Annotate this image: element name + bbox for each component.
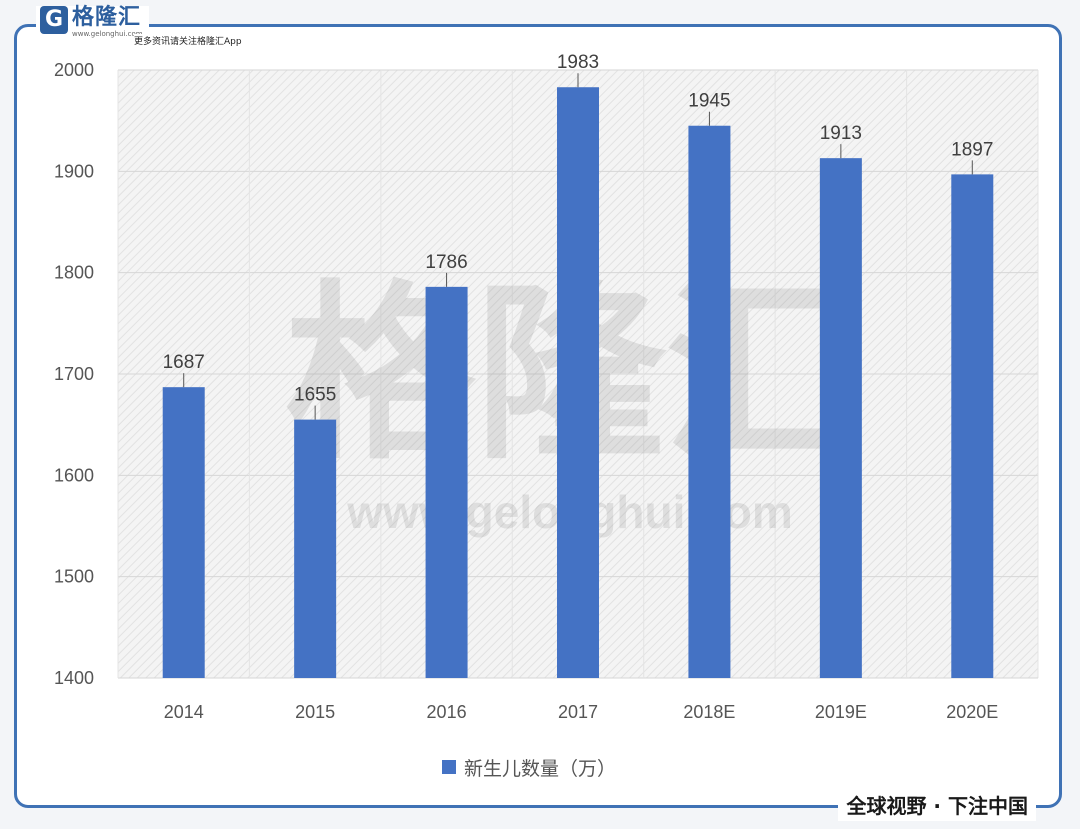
data-label: 1897 — [951, 139, 993, 160]
x-tick-label: 2018E — [683, 702, 735, 722]
brand-logo-icon: G — [40, 6, 68, 34]
footer-slogan: 全球视野 · 下注中国 — [838, 788, 1036, 821]
brand-name: 格隆汇 — [72, 5, 142, 30]
brand-text: 格隆汇 www.gelonghui.com — [72, 5, 143, 39]
bar-2018E — [688, 125, 731, 678]
bar-2020E — [951, 174, 994, 678]
bar-2016 — [425, 286, 468, 678]
y-axis-tick-labels: 1400 1500 1600 1700 1800 1900 2000 — [54, 60, 94, 688]
legend-label: 新生儿数量（万） — [464, 758, 616, 780]
y-tick-label: 1500 — [54, 567, 94, 587]
x-axis-tick-labels: 2014 2015 2016 2017 2018E 2019E 2020E — [164, 702, 999, 722]
data-label: 1687 — [163, 352, 205, 373]
data-label: 1983 — [557, 52, 599, 73]
legend: 新生儿数量（万） — [442, 758, 616, 780]
x-tick-label: 2015 — [295, 702, 335, 722]
x-tick-label: 2020E — [946, 702, 998, 722]
y-tick-label: 1400 — [54, 668, 94, 688]
data-label: 1786 — [425, 252, 467, 273]
y-tick-label: 1600 — [54, 465, 94, 485]
brand-slogan: 更多资讯请关注格隆汇App — [134, 34, 242, 47]
data-label: 1913 — [820, 123, 862, 144]
x-tick-label: 2017 — [558, 702, 598, 722]
bar-2017 — [557, 87, 599, 678]
bar-2015 — [294, 419, 337, 678]
bar-2019E — [819, 158, 862, 678]
y-tick-label: 1700 — [54, 364, 94, 384]
x-tick-label: 2019E — [815, 702, 867, 722]
brand-url: www.gelonghui.com — [72, 30, 143, 38]
y-tick-label: 1900 — [54, 161, 94, 181]
y-tick-label: 1800 — [54, 263, 94, 283]
bar-2014 — [162, 387, 205, 678]
data-label: 1655 — [294, 385, 336, 406]
data-label: 1945 — [688, 91, 730, 112]
x-tick-label: 2016 — [427, 702, 467, 722]
legend-swatch — [442, 760, 456, 774]
y-tick-label: 2000 — [54, 60, 94, 80]
bars: 1687 1655 1786 1983 1945 1913 1897 — [162, 52, 994, 678]
brand-header: G 格隆汇 www.gelonghui.com — [36, 6, 149, 42]
x-tick-label: 2014 — [164, 702, 204, 722]
